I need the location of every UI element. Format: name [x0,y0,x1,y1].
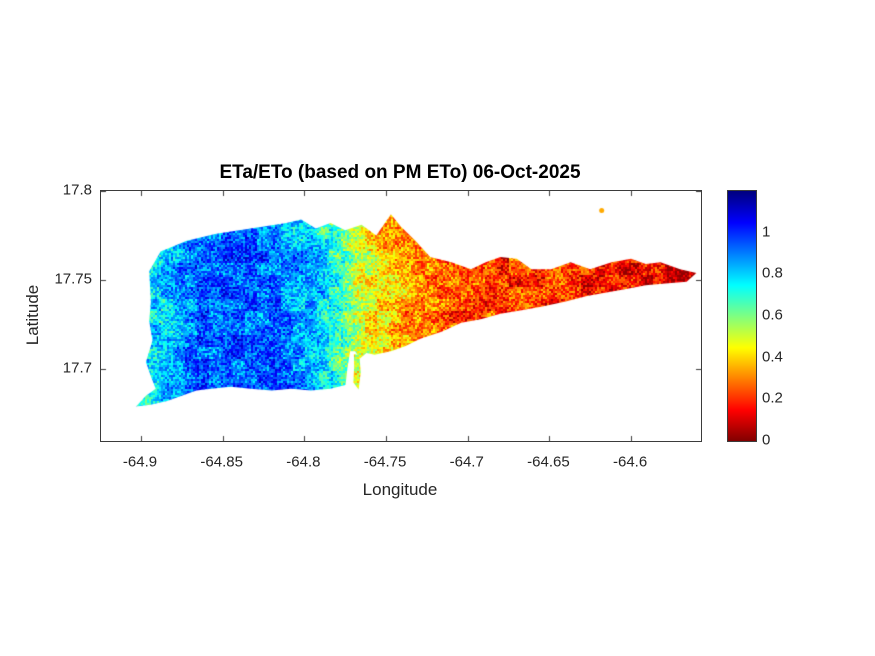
x-tick-label: -64.8 [286,453,321,471]
colorbar-tick-label: 1 [762,223,771,241]
y-axis-label: Latitude [23,284,42,346]
chart-title: ETa/ETo (based on PM ETo) 06-Oct-2025 [219,162,581,183]
y-tick-label: 17.8 [62,181,92,199]
colorbar-tick-label: 0.8 [762,264,783,282]
x-tick-label: -64.65 [527,453,570,471]
colorbar-tick-label: 0 [762,431,771,449]
x-tick-label: -64.7 [449,453,484,471]
colorbar-tick-label: 0.4 [762,348,783,366]
colorbar-tick-label: 0.6 [762,306,783,324]
x-tick-label: -64.75 [363,453,407,471]
y-tick-label: 17.75 [54,270,92,288]
colorbar [727,190,757,442]
island-heatmap-canvas [101,191,701,441]
x-tick-label: -64.6 [612,453,648,471]
x-axis-label: Longitude [362,480,438,499]
plot-area [100,190,702,442]
x-tick-label: -64.9 [122,453,158,471]
colorbar-tick-label: 0.2 [762,389,783,407]
x-tick-label: -64.85 [200,453,243,471]
y-tick-label: 17.7 [62,359,92,377]
colorbar-gradient-canvas [728,191,756,441]
